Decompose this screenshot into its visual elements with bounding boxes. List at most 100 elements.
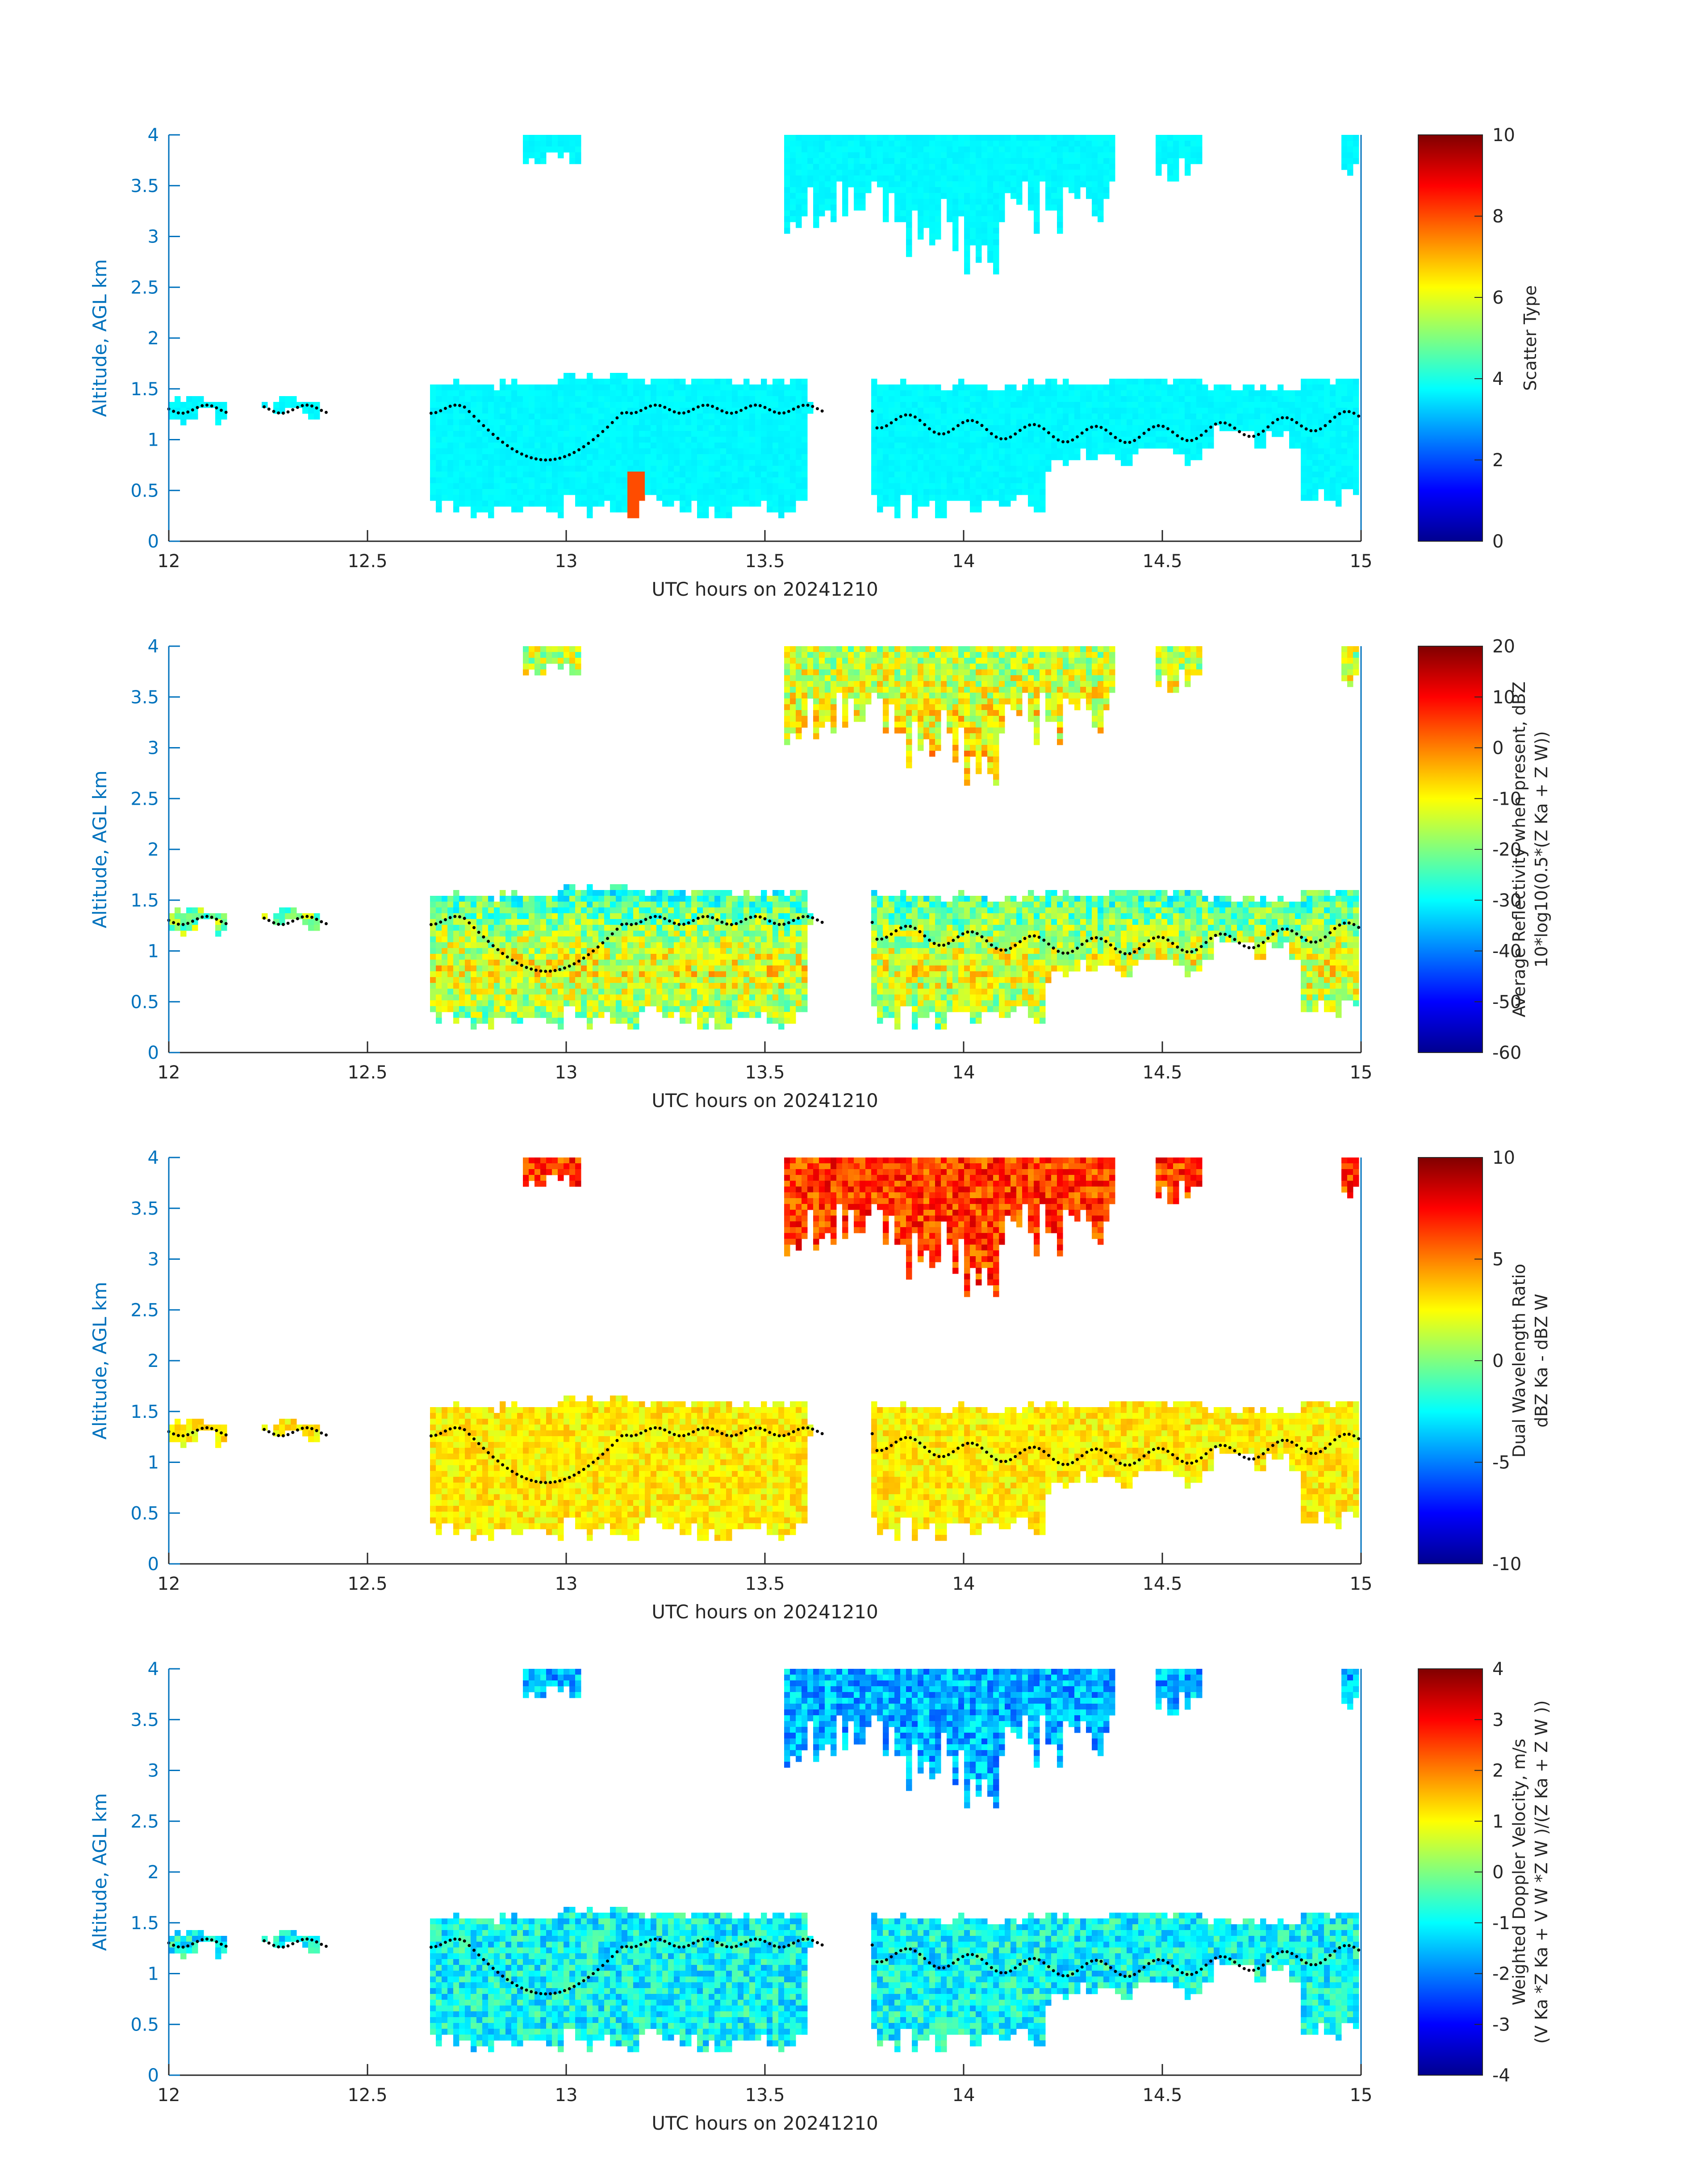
heatmap-cell <box>1243 384 1249 391</box>
heatmap-cell <box>593 384 599 391</box>
heatmap-cell <box>964 472 970 478</box>
heatmap-cell <box>1057 408 1063 414</box>
heatmap-cell <box>447 994 454 1001</box>
heatmap-cell <box>546 396 552 402</box>
heatmap-cell <box>581 448 587 455</box>
heatmap-cell <box>558 419 564 426</box>
heatmap-cell <box>883 390 889 397</box>
heatmap-cell <box>1080 402 1086 408</box>
heatmap-cell <box>1254 443 1261 449</box>
heatmap-cell <box>587 495 593 501</box>
heatmap-cell <box>923 187 930 193</box>
heatmap-cell <box>627 460 634 466</box>
heatmap-cell <box>552 994 558 1001</box>
heatmap-cell <box>279 907 285 914</box>
heatmap-cell <box>1307 472 1313 478</box>
heatmap-cell <box>918 396 924 402</box>
heatmap-cell <box>819 141 825 147</box>
heatmap-cell <box>1196 419 1203 426</box>
heatmap-cell <box>610 506 616 513</box>
heatmap-cell <box>1190 419 1197 426</box>
heatmap-cell <box>796 170 802 176</box>
trace-dot <box>525 454 528 458</box>
heatmap-cell <box>627 489 634 495</box>
heatmap-cell <box>970 199 976 205</box>
heatmap-cell <box>668 989 674 995</box>
heatmap-cell <box>482 443 489 449</box>
heatmap-cell <box>1051 187 1057 193</box>
heatmap-cell <box>1278 431 1284 437</box>
heatmap-cell <box>1341 414 1348 420</box>
heatmap-cell <box>436 896 442 902</box>
heatmap-cell <box>906 437 912 443</box>
heatmap-cell <box>970 152 976 159</box>
heatmap-cell <box>1121 414 1127 420</box>
heatmap-cell <box>703 489 709 495</box>
heatmap-cell <box>581 925 587 931</box>
heatmap-cell <box>505 425 512 431</box>
heatmap-cell <box>430 431 436 437</box>
heatmap-cell <box>778 489 785 495</box>
heatmap-cell <box>645 942 651 949</box>
heatmap-cell <box>581 919 587 925</box>
heatmap-cell <box>993 477 999 484</box>
heatmap-cell <box>1040 384 1046 391</box>
heatmap-cell <box>790 489 796 495</box>
heatmap-cell <box>691 396 697 402</box>
heatmap-cell <box>738 384 744 391</box>
heatmap-cell <box>1249 390 1255 397</box>
heatmap-cell <box>436 913 442 919</box>
heatmap-cell <box>1237 408 1243 414</box>
heatmap-cell <box>1278 390 1284 397</box>
heatmap-cell <box>459 948 465 954</box>
heatmap-cell <box>825 205 831 211</box>
heatmap-cell <box>471 948 477 954</box>
heatmap-cell <box>186 402 192 408</box>
heatmap-cell <box>1092 135 1098 141</box>
heatmap-cell <box>558 931 564 937</box>
heatmap-cell <box>610 460 616 466</box>
heatmap-cell <box>743 495 750 501</box>
heatmap-cell <box>523 669 529 676</box>
heatmap-cell <box>865 158 872 164</box>
heatmap-cell <box>581 977 587 983</box>
heatmap-cell <box>651 965 657 972</box>
heatmap-cell <box>1260 396 1266 402</box>
heatmap-cell <box>749 448 756 455</box>
heatmap-cell <box>1336 431 1342 437</box>
heatmap-cell <box>633 989 639 995</box>
heatmap-cell <box>494 448 500 455</box>
heatmap-cell <box>918 205 924 211</box>
heatmap-cell <box>958 210 965 217</box>
heatmap-cell <box>964 454 970 460</box>
heatmap-cell <box>900 384 906 391</box>
heatmap-cell <box>1034 216 1040 222</box>
heatmap-cell <box>639 483 645 489</box>
heatmap-cell <box>935 472 941 478</box>
heatmap-cell <box>999 146 1005 153</box>
heatmap-cell <box>523 443 529 449</box>
heatmap-cell <box>1109 443 1115 449</box>
heatmap-cell <box>952 199 959 205</box>
heatmap-cell <box>906 181 912 188</box>
heatmap-cell <box>1034 390 1040 397</box>
heatmap-cell <box>923 141 930 147</box>
heatmap-cell <box>639 431 645 437</box>
heatmap-cell <box>680 483 686 489</box>
heatmap-cell <box>1254 390 1261 397</box>
heatmap-cell <box>883 216 889 222</box>
heatmap-cell <box>1040 448 1046 455</box>
heatmap-cell <box>999 164 1005 170</box>
heatmap-cell <box>482 983 489 989</box>
heatmap-cell <box>987 402 994 408</box>
heatmap-cell <box>743 483 750 489</box>
heatmap-cell <box>836 175 843 182</box>
heatmap-cell <box>430 390 436 397</box>
heatmap-cell <box>842 170 848 176</box>
heatmap-cell <box>529 495 535 501</box>
heatmap-cell <box>430 489 436 495</box>
heatmap-cell <box>662 384 668 391</box>
trace-dot <box>952 427 955 431</box>
heatmap-cell <box>802 466 808 472</box>
heatmap-cell <box>952 164 959 170</box>
